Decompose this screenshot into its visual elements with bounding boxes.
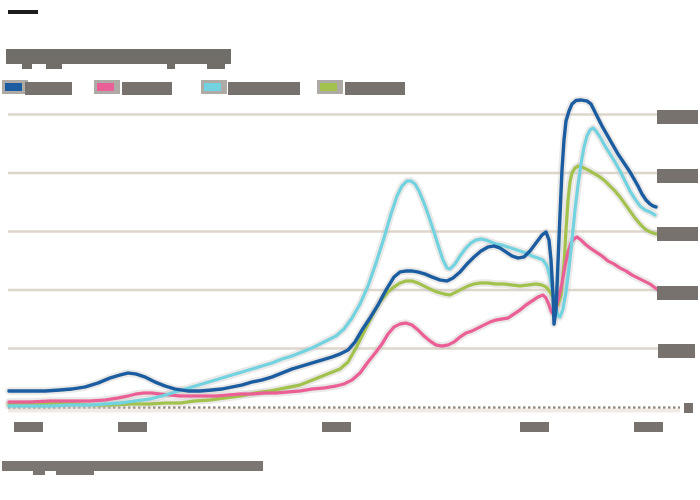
series-blue-label-redacted [25, 82, 72, 95]
series-green-swatch [320, 83, 337, 91]
series-lines [7, 98, 660, 408]
footer-descender [56, 471, 94, 475]
x-axis-label-redacted [322, 422, 351, 432]
gridlines [8, 113, 680, 413]
series-pink-swatch [97, 83, 114, 91]
line-halos [5, 96, 662, 410]
footer-bar [2, 461, 263, 471]
series-cyan-label-redacted [228, 82, 300, 95]
title-bar [6, 49, 231, 64]
x-axis-label-redacted [14, 422, 43, 432]
y-axis-label-redacted [658, 344, 695, 358]
y-axis-label-redacted [657, 110, 698, 124]
title-descender [167, 64, 175, 69]
title-descender [207, 64, 225, 69]
y-axis-label-redacted [657, 168, 698, 183]
footer-descender [33, 471, 45, 475]
series-blue-swatch [5, 83, 22, 91]
title-descender [22, 64, 32, 69]
x-axis-label-redacted [118, 422, 147, 432]
x-axis-label-redacted [520, 422, 549, 432]
y-axis-label-redacted [657, 227, 698, 241]
series-cyan-swatch [204, 83, 221, 91]
series-pink-line [7, 235, 660, 404]
series-pink-label-redacted [122, 82, 172, 95]
series-cyan-line [7, 126, 657, 408]
series-green-label-redacted [345, 82, 405, 95]
series-blue-line [7, 98, 658, 393]
x-axis-label-redacted [634, 422, 663, 432]
y-axis-label-redacted [684, 403, 693, 413]
title-descender [46, 64, 62, 69]
y-axis-label-redacted [657, 285, 698, 300]
kicker-bar [8, 10, 38, 14]
